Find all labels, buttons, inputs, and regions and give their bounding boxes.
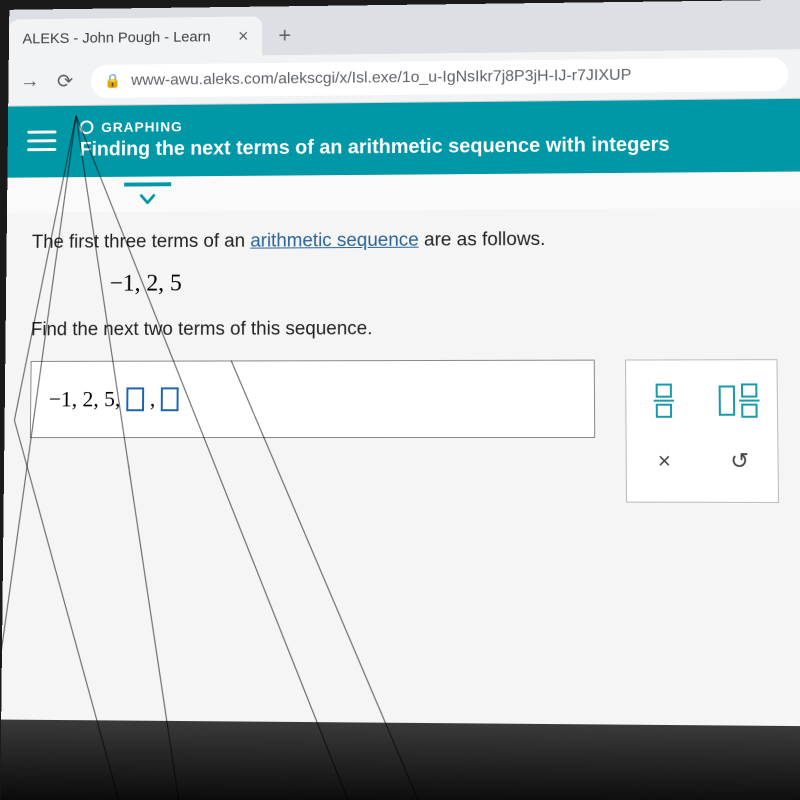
answer-prefix: −1, 2, 5,: [49, 386, 121, 412]
lesson-category: GRAPHING: [80, 113, 781, 135]
answer-input-box[interactable]: −1, 2, 5, ,: [30, 360, 595, 438]
dropdown-row: [7, 172, 800, 213]
instruction-text: Find the next two terms of this sequence…: [31, 317, 777, 341]
answer-comma: ,: [150, 386, 156, 412]
prompt-suffix: are as follows.: [419, 229, 546, 251]
reset-icon: ↺: [730, 448, 749, 474]
answer-blank-2[interactable]: [161, 387, 179, 411]
fraction-tool[interactable]: [638, 378, 689, 422]
given-sequence: −1, 2, 5: [110, 268, 777, 298]
reload-icon[interactable]: ⟳: [57, 69, 74, 93]
arithmetic-sequence-link[interactable]: arithmetic sequence: [250, 230, 419, 252]
mixed-number-tool[interactable]: [713, 378, 764, 422]
prompt-prefix: The first three terms of an: [32, 231, 250, 253]
dropdown-toggle[interactable]: [124, 182, 171, 212]
url-text: www-awu.aleks.com/alekscgi/x/Isl.exe/1o_…: [131, 66, 631, 89]
new-tab-button[interactable]: +: [268, 19, 302, 53]
lesson-title: Finding the next terms of an arithmetic …: [80, 133, 782, 162]
tab-title: ALEKS - John Pough - Learn: [22, 28, 210, 47]
lesson-header: GRAPHING Finding the next terms of an ar…: [7, 99, 800, 178]
prompt-line-1: The first three terms of an arithmetic s…: [32, 228, 776, 254]
browser-tab-bar: ALEKS - John Pough - Learn × +: [9, 0, 800, 58]
laptop-bezel: [0, 720, 800, 800]
browser-tab[interactable]: ALEKS - John Pough - Learn ×: [9, 16, 262, 58]
category-label: GRAPHING: [101, 119, 183, 135]
url-field[interactable]: 🔒 www-awu.aleks.com/alekscgi/x/Isl.exe/1…: [91, 57, 789, 98]
reset-tool[interactable]: ↺: [714, 439, 765, 484]
clear-icon: ×: [658, 448, 671, 474]
menu-icon[interactable]: [27, 130, 56, 151]
forward-icon[interactable]: →: [20, 70, 40, 93]
math-toolbox: × ↺: [625, 359, 779, 503]
lock-icon: 🔒: [104, 72, 121, 89]
clear-tool[interactable]: ×: [639, 439, 690, 484]
chevron-down-icon: [137, 188, 159, 210]
answer-blank-1[interactable]: [126, 387, 144, 411]
address-bar: → ⟳ 🔒 www-awu.aleks.com/alekscgi/x/Isl.e…: [8, 49, 800, 106]
category-circle-icon: [80, 120, 94, 134]
content-area: The first three terms of an arithmetic s…: [1, 207, 800, 776]
close-tab-icon[interactable]: ×: [238, 26, 248, 47]
